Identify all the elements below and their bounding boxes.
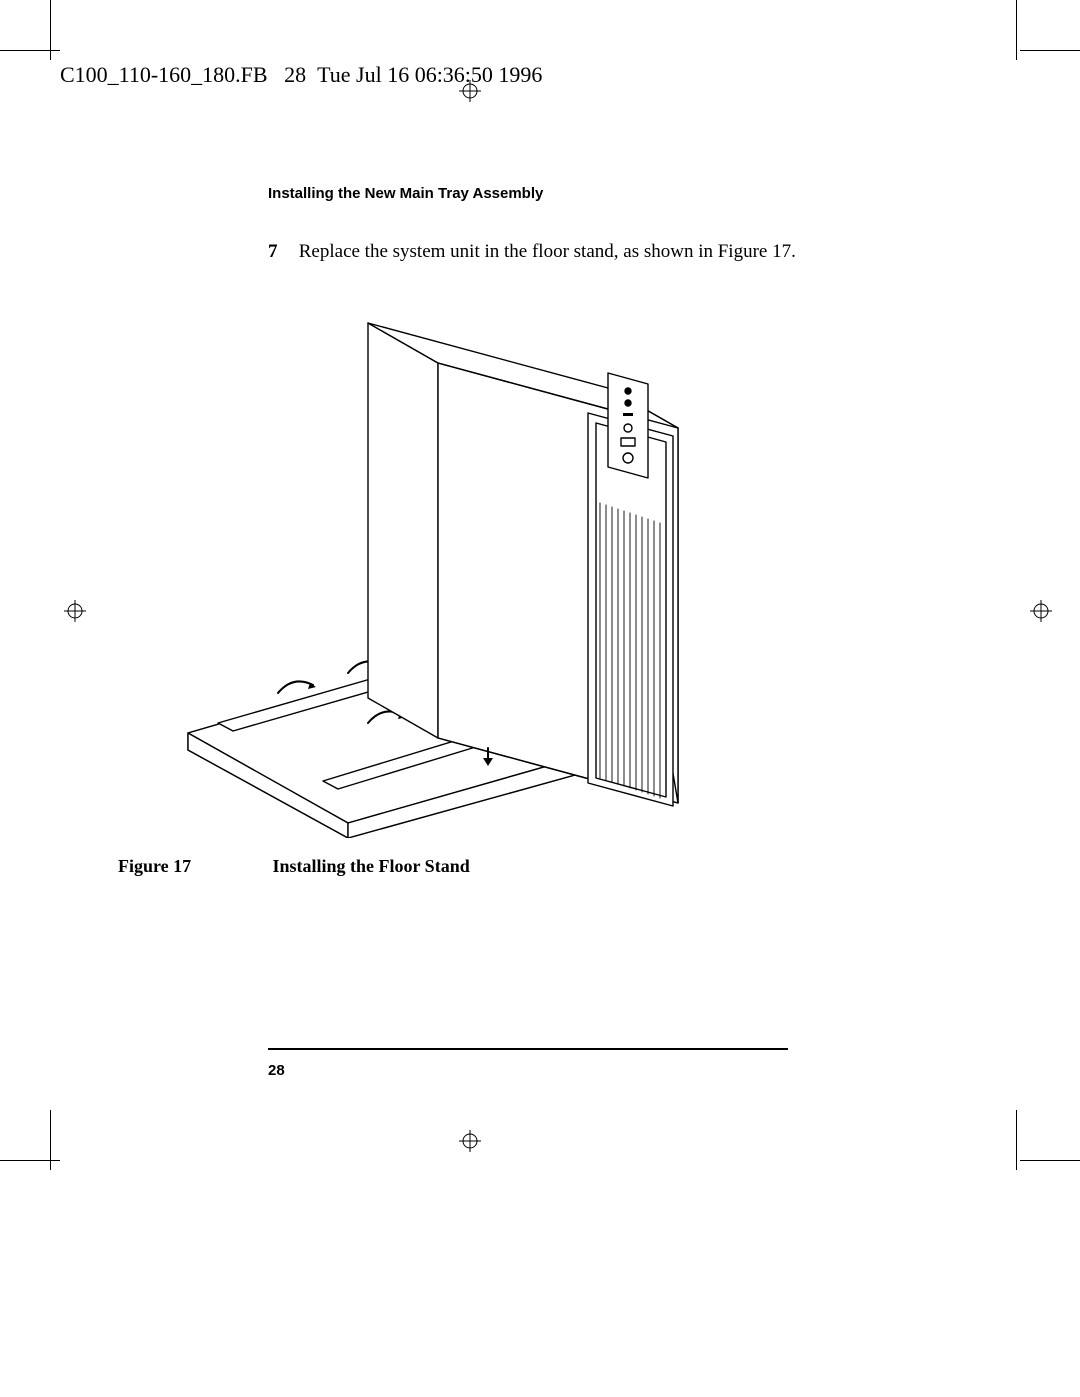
crop-mark <box>1016 1110 1017 1170</box>
figure-caption: Figure 17 Installing the Floor Stand <box>118 856 470 877</box>
page-number: 28 <box>268 1062 285 1079</box>
figure-label: Figure 17 <box>118 856 268 877</box>
step-text: Replace the system unit in the floor sta… <box>299 241 796 262</box>
figure-diagram <box>118 283 798 838</box>
registration-mark-icon <box>64 600 86 622</box>
footer-rule <box>268 1048 788 1050</box>
crop-mark <box>0 50 60 51</box>
document-header: C100_110-160_180.FB 28 Tue Jul 16 06:36:… <box>60 62 542 88</box>
registration-mark-icon <box>1030 600 1052 622</box>
instruction-step: 7 Replace the system unit in the floor s… <box>268 241 796 263</box>
crop-mark <box>1020 50 1080 51</box>
figure-caption-text: Installing the Floor Stand <box>273 856 470 876</box>
crop-mark <box>1016 0 1017 60</box>
header-page-ref: 28 <box>284 62 306 87</box>
section-heading: Installing the New Main Tray Assembly <box>268 185 543 202</box>
registration-mark-icon <box>459 1130 481 1152</box>
crop-mark <box>0 1160 60 1161</box>
header-timestamp: Tue Jul 16 06:36:50 1996 <box>317 62 542 87</box>
crop-mark <box>50 0 51 60</box>
crop-mark <box>1020 1160 1080 1161</box>
header-filename: C100_110-160_180.FB <box>60 62 268 87</box>
crop-mark <box>50 1110 51 1170</box>
step-number: 7 <box>268 241 294 263</box>
